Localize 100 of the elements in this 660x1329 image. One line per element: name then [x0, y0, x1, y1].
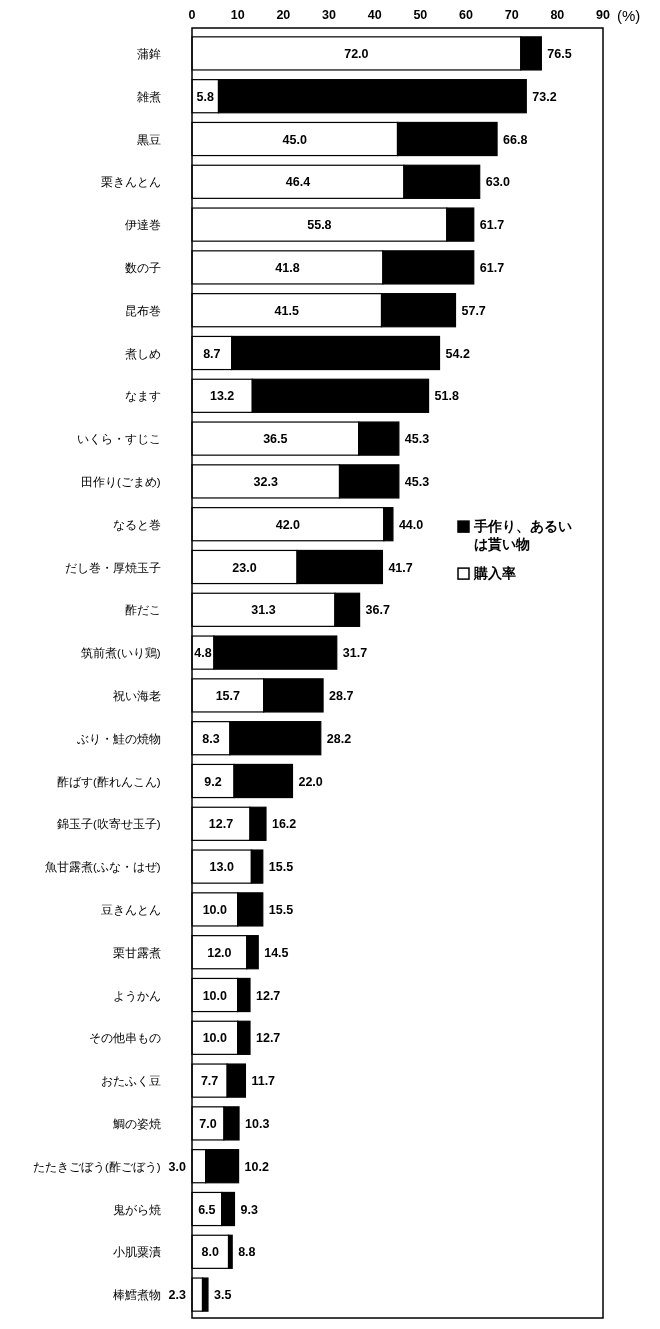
total-label: 54.2: [445, 346, 470, 361]
total-label: 76.5: [547, 46, 572, 61]
x-tick-label: 30: [322, 8, 336, 22]
data-label: 41.8: [275, 260, 300, 275]
y-tick-label: 酢ばす(酢れんこん): [56, 775, 161, 789]
y-tick-label: 伊達巻: [124, 219, 161, 232]
total-label: 11.7: [251, 1074, 276, 1089]
total-label: 14.5: [264, 945, 289, 960]
data-label: 4.8: [194, 646, 212, 661]
data-label: 9.2: [204, 774, 222, 789]
y-tick-label: 蒲鉾: [136, 47, 161, 60]
x-tick-label: 50: [413, 8, 428, 22]
data-label: 8.0: [201, 1245, 219, 1260]
total-label: 28.2: [326, 731, 352, 746]
x-tick-label: 90: [596, 8, 610, 22]
data-label: 6.5: [198, 1202, 216, 1217]
y-tick-label: 煮しめ: [124, 347, 161, 360]
data-label: 13.0: [209, 860, 234, 875]
y-tick-label: 黒豆: [136, 133, 161, 146]
total-label: 61.7: [479, 218, 505, 233]
y-tick-label: 雑煮: [136, 90, 161, 103]
data-label: 46.4: [285, 175, 311, 190]
y-tick-label: 筑前煮(いり鶏): [80, 647, 161, 660]
y-tick-label: 豆きんとん: [100, 903, 161, 917]
total-label: 45.3: [404, 432, 430, 447]
y-tick-label: 祝い海老: [112, 689, 161, 702]
total-label: 44.0: [398, 517, 424, 532]
data-label: 8.3: [202, 731, 220, 746]
y-tick-label: ようかん: [112, 989, 161, 1003]
y-tick-label: なます: [124, 390, 161, 404]
total-label: 36.7: [365, 603, 390, 618]
y-tick-label: 小肌粟漬: [112, 1246, 161, 1259]
data-label: 7.7: [200, 1074, 219, 1089]
data-label: 5.8: [196, 89, 214, 104]
x-tick-label: 60: [459, 8, 473, 22]
data-label: 23.0: [232, 560, 257, 575]
total-label: 16.2: [271, 817, 297, 832]
data-label: 10.0: [202, 988, 228, 1003]
total-label: 51.8: [434, 389, 459, 404]
total-label: 10.2: [244, 1159, 269, 1174]
y-tick-label: 鬼がら焼: [112, 1203, 161, 1216]
y-tick-label: 昆布巻: [124, 304, 161, 317]
x-tick-label: 0: [188, 8, 196, 22]
y-tick-label: だし巻・厚焼玉子: [64, 561, 161, 574]
data-label: 10.0: [202, 1031, 228, 1046]
y-tick-label: いくら・すじこ: [76, 433, 161, 447]
y-tick-label: 数の子: [124, 261, 161, 274]
data-label: 42.0: [275, 517, 301, 532]
x-tick-label: 70: [504, 8, 519, 22]
y-tick-label: 錦玉子(吹寄せ玉子): [56, 817, 161, 831]
y-tick-label: 田作り(ごまめ): [80, 475, 161, 488]
total-label: 66.8: [503, 132, 528, 147]
total-label: 12.7: [256, 988, 281, 1003]
data-label: 45.0: [282, 132, 307, 147]
y-tick-label: 棒鱈煮物: [112, 1289, 161, 1302]
data-label: 36.5: [263, 432, 288, 447]
total-label: 22.0: [298, 774, 323, 789]
total-label: 28.7: [329, 688, 354, 703]
total-label: 9.3: [240, 1202, 258, 1217]
data-label: 55.8: [307, 218, 332, 233]
y-tick-label: 酢だこ: [124, 604, 161, 617]
x-axis-title: (%): [617, 7, 641, 24]
data-label: 3.0: [168, 1159, 187, 1174]
legend-label: 手作り、あるいは貰い物: [473, 518, 572, 553]
data-label: 7.0: [199, 1116, 217, 1131]
total-label: 3.5: [213, 1288, 232, 1303]
x-tick-label: 10: [230, 8, 245, 22]
total-label: 15.5: [268, 860, 294, 875]
total-label: 8.8: [238, 1245, 256, 1260]
data-label: 8.7: [203, 346, 221, 361]
x-tick-label: 40: [367, 8, 382, 22]
total-label: 63.0: [485, 175, 511, 190]
data-label: 13.2: [209, 389, 235, 404]
data-label: 32.3: [253, 474, 278, 489]
y-tick-label: 栗甘露煮: [112, 946, 161, 959]
y-tick-label: 魚甘露煮(ふな・はぜ): [44, 861, 161, 875]
data-label: 10.0: [202, 902, 228, 917]
total-label: 61.7: [479, 260, 505, 275]
total-label: 73.2: [532, 89, 557, 104]
y-tick-label: なると巻: [112, 518, 161, 532]
legend-label: 購入率: [473, 565, 516, 582]
data-label: 15.7: [215, 688, 241, 703]
total-label: 45.3: [404, 474, 430, 489]
y-tick-label: 鯛の姿焼: [112, 1117, 161, 1130]
data-label: 2.3: [168, 1288, 187, 1303]
total-label: 31.7: [342, 646, 368, 661]
total-label: 12.7: [256, 1031, 281, 1046]
y-tick-label: おたふく豆: [100, 1075, 161, 1089]
total-label: 57.7: [461, 303, 486, 318]
y-tick-label: その他串もの: [88, 1032, 161, 1046]
y-tick-label: 栗きんとん: [100, 176, 161, 190]
data-label: 12.7: [208, 817, 234, 832]
total-label: 41.7: [388, 560, 413, 575]
data-label: 12.0: [207, 945, 232, 960]
x-tick-label: 80: [550, 8, 565, 22]
y-tick-label: たたきごぼう(酢ごぼう): [32, 1160, 161, 1174]
total-label: 10.3: [245, 1116, 270, 1131]
total-label: 15.5: [268, 902, 294, 917]
y-tick-label: ぶり・鮭の焼物: [76, 732, 161, 745]
data-label: 72.0: [344, 46, 369, 61]
